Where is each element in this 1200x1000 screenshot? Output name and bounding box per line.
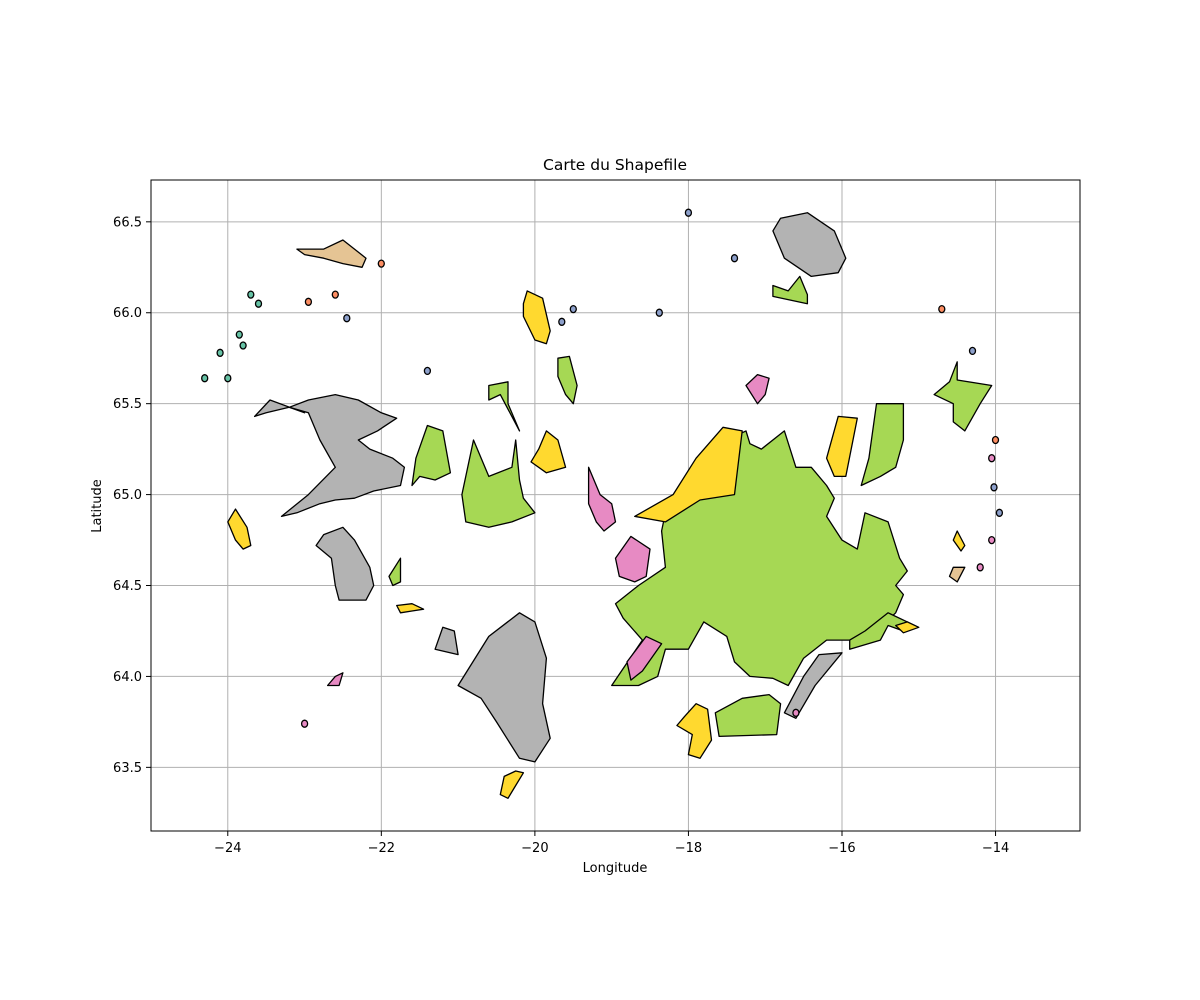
map-islet-teal xyxy=(235,330,243,339)
map-region-pink xyxy=(745,373,770,405)
map-region-green xyxy=(933,361,993,432)
map-islet-orange xyxy=(991,435,1000,445)
map-islet-pink xyxy=(300,719,309,728)
map-islet-blue xyxy=(730,254,739,263)
map-region-green xyxy=(461,439,536,528)
x-tick-label: −14 xyxy=(982,841,1009,856)
map-islet-orange xyxy=(331,290,339,299)
x-axis-label: Longitude xyxy=(583,861,648,876)
map-region-gray xyxy=(457,612,551,763)
y-tick-label: 63.5 xyxy=(113,761,142,776)
map-region-pink xyxy=(614,535,651,583)
map-region-gray xyxy=(434,626,459,656)
map-islet-pink xyxy=(988,535,996,545)
chart-title: Carte du Shapefile xyxy=(543,156,687,174)
axis-ticks: −24 −22 −20 −18 −16 −14 63.5 64.0 64.5 65.0 65.5 66… xyxy=(113,215,1009,856)
map-islet-blue xyxy=(684,208,693,217)
map-islet-pink xyxy=(988,454,996,463)
y-tick-label: 64.5 xyxy=(113,579,142,594)
map-islet-blue xyxy=(558,317,566,326)
map-region-green xyxy=(488,381,521,432)
x-tick-label: −20 xyxy=(521,841,548,856)
map-region-green xyxy=(388,557,402,587)
map-region-tan xyxy=(948,566,966,583)
map-islet-orange xyxy=(938,304,946,314)
plot-area xyxy=(150,179,1081,832)
map-region-yellow xyxy=(952,530,966,552)
map-islet-orange xyxy=(377,259,385,268)
map-islet-blue xyxy=(968,346,977,356)
map-region-yellow xyxy=(634,426,743,523)
map-region-yellow xyxy=(895,621,920,634)
map-region-yellow xyxy=(825,415,858,478)
map-region-green xyxy=(714,693,782,738)
map-region-yellow xyxy=(396,603,425,614)
map-region-gray xyxy=(253,399,306,418)
map-shapes xyxy=(201,208,1004,799)
map-islet-blue xyxy=(655,308,663,317)
map-islet-teal xyxy=(216,348,224,357)
x-tick-label: −22 xyxy=(368,841,395,856)
map-islet-blue xyxy=(995,508,1004,517)
map-region-pink xyxy=(626,635,663,681)
x-tick-label: −18 xyxy=(675,841,702,856)
plot-frame xyxy=(150,179,1081,832)
y-tick-label: 66.5 xyxy=(113,215,142,230)
y-axis-label: Latitude xyxy=(90,479,105,533)
map-islet-teal xyxy=(224,374,232,383)
map-region-gray xyxy=(783,652,843,719)
map-region-yellow xyxy=(227,508,252,550)
map-region-yellow xyxy=(499,770,525,799)
map-islet-teal xyxy=(247,290,255,299)
map-islet-blue xyxy=(569,304,577,314)
map-islet-teal xyxy=(201,374,209,383)
map-region-tan xyxy=(296,239,367,268)
map-islet-blue xyxy=(990,483,998,492)
x-tick-label: −16 xyxy=(828,841,855,856)
map-islet-pink xyxy=(976,563,984,572)
map-region-green xyxy=(411,424,452,487)
y-tick-label: 65.5 xyxy=(113,397,142,412)
map-islet-blue xyxy=(343,314,351,323)
map-region-yellow xyxy=(522,290,551,345)
map-region-gray xyxy=(315,526,375,601)
map-islet-orange xyxy=(304,297,313,306)
map-region-pink xyxy=(326,672,344,687)
y-tick-label: 64.0 xyxy=(113,670,142,685)
y-tick-label: 66.0 xyxy=(113,306,142,321)
map-region-yellow xyxy=(676,703,713,759)
map-islet-teal xyxy=(254,299,263,308)
map-islet-pink xyxy=(792,708,800,717)
x-tick-label: −24 xyxy=(214,841,241,856)
map-islet-teal xyxy=(239,341,247,350)
map-region-pink xyxy=(587,466,617,532)
map-region-gray xyxy=(772,212,847,278)
map-region-green xyxy=(860,403,905,487)
y-tick-label: 65.0 xyxy=(113,488,142,503)
grid-lines xyxy=(151,180,1080,831)
map-region-gray xyxy=(280,393,406,518)
map-islet-blue xyxy=(423,366,432,376)
map-region-green xyxy=(557,355,578,405)
map-region-yellow xyxy=(530,430,567,474)
plot-background xyxy=(151,180,1080,831)
map-region-green xyxy=(772,275,809,305)
